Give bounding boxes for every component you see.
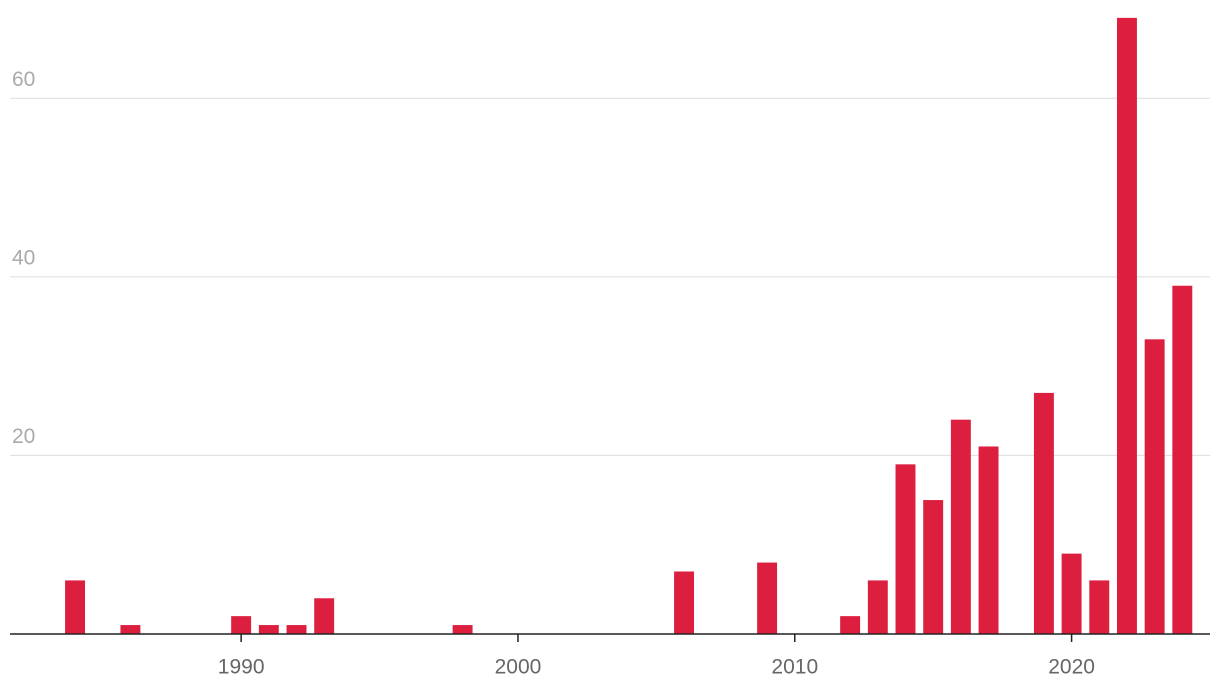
bar <box>840 616 861 634</box>
bar <box>120 625 141 634</box>
x-tick-label: 1990 <box>218 656 265 679</box>
y-tick-label: 60 <box>12 68 35 91</box>
y-tick-label: 40 <box>12 246 35 269</box>
bar <box>258 625 279 634</box>
x-tick-label: 2010 <box>771 656 818 679</box>
bar <box>1172 285 1193 634</box>
bar <box>65 580 86 634</box>
bar <box>950 419 971 634</box>
bar <box>452 625 473 634</box>
bar <box>286 625 307 634</box>
bar <box>978 446 999 634</box>
x-tick-label: 2000 <box>495 656 542 679</box>
bar <box>895 464 916 634</box>
bar <box>1144 339 1165 634</box>
bar <box>1033 392 1054 634</box>
bar <box>674 571 695 634</box>
bar <box>1116 17 1137 635</box>
bar <box>314 598 335 634</box>
y-tick-label: 20 <box>12 425 35 448</box>
bar <box>923 500 944 634</box>
x-tick-label: 2020 <box>1048 656 1095 679</box>
bar <box>867 580 888 634</box>
bar <box>1061 553 1082 634</box>
bar <box>757 562 778 634</box>
bar <box>1089 580 1110 634</box>
bar <box>231 616 252 634</box>
